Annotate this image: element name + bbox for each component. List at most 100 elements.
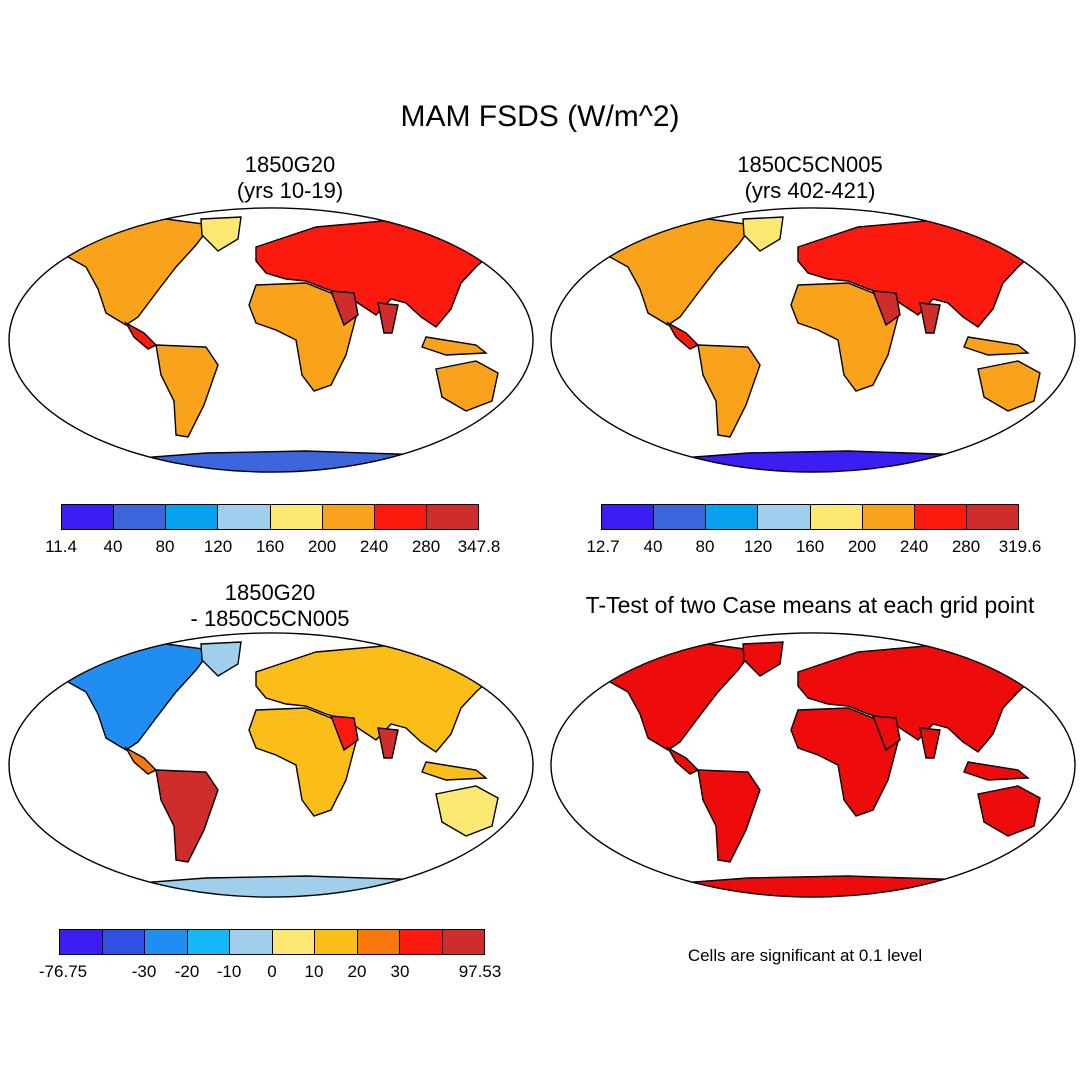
- map-panel-3: [8, 632, 534, 898]
- colorbar-box: [60, 930, 103, 954]
- colorbar-box: [914, 505, 967, 529]
- map-frame: [8, 207, 534, 473]
- colorbar-2-label: 80: [695, 537, 715, 556]
- colorbar-2-label: 280: [951, 537, 981, 556]
- colorbar-box: [810, 505, 863, 529]
- land-indonesia: [421, 336, 488, 356]
- land-southAmerica: [697, 769, 761, 863]
- land-arabia: [329, 715, 359, 752]
- colorbar-1-label: 347.8: [457, 537, 501, 556]
- colorbar-box: [322, 505, 375, 529]
- colorbar-1-label: 11.4: [45, 537, 77, 556]
- map-panel-2: [550, 207, 1076, 473]
- colorbar-2-label: 40: [643, 537, 663, 556]
- colorbar-1-label: 40: [103, 537, 123, 556]
- colorbar-1-label: 200: [307, 537, 337, 556]
- colorbar-1-label: 280: [411, 537, 441, 556]
- colorbar-box: [654, 505, 707, 529]
- colorbar-box: [862, 505, 915, 529]
- colorbar-box: [62, 505, 115, 529]
- figure-title: MAM FSDS (W/m^2): [400, 100, 680, 133]
- colorbar-box: [187, 930, 230, 954]
- land-india: [919, 727, 941, 759]
- land-australia: [435, 785, 499, 837]
- colorbar-2: [601, 504, 1019, 530]
- colorbar-1-label: 160: [255, 537, 285, 556]
- panel-1-title-line1: 1850G20: [244, 152, 336, 177]
- land-centralAmerica: [666, 746, 700, 775]
- significance-note: Cells are significant at 0.1 level: [687, 946, 923, 965]
- panel-1-title: 1850G20 (yrs 10-19): [40, 152, 540, 204]
- colorbar-box: [145, 930, 188, 954]
- land-greenland: [742, 641, 784, 677]
- colorbar-box: [426, 505, 478, 529]
- land-northAmerica: [609, 218, 755, 326]
- land-centralAmerica: [666, 321, 700, 350]
- colorbar-box: [706, 505, 759, 529]
- land-arabia: [871, 715, 901, 752]
- land-arabia: [329, 290, 359, 327]
- panel-4-title-line1: T-Test of two Case means at each grid po…: [585, 592, 1035, 618]
- map-panel-4: [550, 632, 1076, 898]
- panel-1-title-line2: (yrs 10-19): [236, 178, 344, 203]
- land-northAmerica: [609, 643, 755, 751]
- land-india: [377, 727, 399, 759]
- land-indonesia: [963, 761, 1030, 781]
- panel-3-title-line2: - 1850C5CN005: [190, 606, 350, 631]
- colorbar-2-label: 240: [899, 537, 929, 556]
- colorbar-box: [357, 930, 400, 954]
- land-northAmerica: [67, 218, 213, 326]
- colorbar-1-label: 240: [359, 537, 389, 556]
- colorbar-3-label: -20: [174, 962, 200, 981]
- land-arabia: [871, 290, 901, 327]
- land-northAmerica: [67, 643, 213, 751]
- colorbar-box: [272, 930, 315, 954]
- colorbar-box: [270, 505, 323, 529]
- land-india: [919, 302, 941, 334]
- land-greenland: [200, 216, 242, 252]
- colorbar-box: [114, 505, 167, 529]
- map-frame: [550, 632, 1076, 898]
- colorbar-2-label: 12.7: [586, 537, 620, 556]
- land-india: [377, 302, 399, 334]
- colorbar-3-label: -30: [131, 962, 157, 981]
- land-australia: [977, 360, 1041, 412]
- panel-2-title: 1850C5CN005 (yrs 402-421): [560, 152, 1060, 204]
- land-indonesia: [963, 336, 1030, 356]
- colorbar-3-label: 20: [347, 962, 367, 981]
- colorbar-3-label: -76.75: [38, 962, 88, 981]
- colorbar-box: [966, 505, 1018, 529]
- panel-2-title-line2: (yrs 402-421): [744, 178, 876, 203]
- map-frame: [8, 632, 534, 898]
- colorbar-box: [166, 505, 219, 529]
- land-australia: [435, 360, 499, 412]
- land-centralAmerica: [124, 321, 158, 350]
- land-indonesia: [421, 761, 488, 781]
- colorbar-1-label: 80: [155, 537, 175, 556]
- colorbar-box: [442, 930, 484, 954]
- colorbar-2-label: 120: [743, 537, 773, 556]
- land-greenland: [200, 641, 242, 677]
- colorbar-3-label: 10: [304, 962, 324, 981]
- colorbar-1: [61, 504, 479, 530]
- panel-2-title-line1: 1850C5CN005: [737, 152, 883, 177]
- land-southAmerica: [155, 344, 219, 438]
- panel-3-title: 1850G20 - 1850C5CN005: [20, 580, 520, 632]
- colorbar-2-label: 319.6: [998, 537, 1042, 556]
- colorbar-2-label: 200: [847, 537, 877, 556]
- colorbar-box: [218, 505, 271, 529]
- colorbar-box: [602, 505, 655, 529]
- colorbar-3-label: 0: [267, 962, 277, 981]
- land-southAmerica: [155, 769, 219, 863]
- colorbar-3: [59, 929, 485, 955]
- map-frame: [550, 207, 1076, 473]
- colorbar-1-label: 120: [203, 537, 233, 556]
- colorbar-box: [230, 930, 273, 954]
- map-panel-1: [8, 207, 534, 473]
- panel-4-title: T-Test of two Case means at each grid po…: [540, 592, 1080, 618]
- colorbar-box: [374, 505, 427, 529]
- colorbar-3-label: -10: [216, 962, 242, 981]
- colorbar-3-label: 97.53: [458, 962, 502, 981]
- colorbar-3-label: 30: [390, 962, 410, 981]
- colorbar-box: [102, 930, 145, 954]
